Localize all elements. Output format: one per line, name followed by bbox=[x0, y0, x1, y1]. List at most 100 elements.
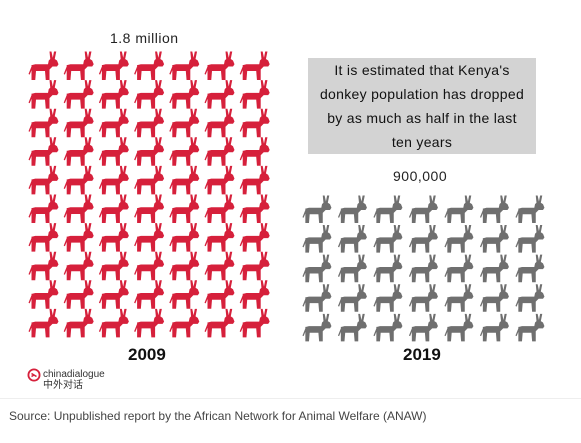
annotation-box: It is estimated that Kenya's donkey popu… bbox=[308, 58, 536, 154]
donkey-icon-2009-60 bbox=[134, 280, 165, 309]
donkey-icon-2019-4 bbox=[408, 195, 438, 223]
donkey-icon-2019-13 bbox=[479, 225, 509, 253]
donkey-icon-2009-6 bbox=[204, 51, 235, 80]
donkey-icon-2009-51 bbox=[63, 251, 94, 281]
donkey-icon-2009-62 bbox=[204, 280, 235, 309]
value-label-2019: 900,000 bbox=[393, 168, 448, 184]
donkey-grid-2009 bbox=[28, 51, 270, 338]
donkey-icon-2009-34 bbox=[204, 165, 235, 195]
donkey-icon-2009-9 bbox=[63, 80, 94, 109]
donkey-icon-2009-16 bbox=[63, 108, 94, 138]
donkey-icon-2019-16 bbox=[337, 254, 367, 283]
donkey-icon-2019-28 bbox=[515, 284, 545, 312]
donkey-icon-2009-68 bbox=[169, 308, 200, 338]
year-label-2019: 2019 bbox=[403, 345, 441, 364]
donkey-icon-2009-64 bbox=[28, 308, 59, 338]
value-label-2009: 1.8 million bbox=[110, 30, 179, 46]
annotation-text: It is estimated that Kenya's donkey popu… bbox=[319, 62, 525, 150]
donkey-icon-2009-65 bbox=[63, 308, 94, 338]
donkey-icon-2009-31 bbox=[98, 165, 129, 195]
donkey-icon-2009-63 bbox=[239, 280, 270, 309]
donkey-icon-2019-30 bbox=[337, 313, 367, 342]
donkey-icon-2009-46 bbox=[134, 223, 165, 252]
donkey-icon-2019-6 bbox=[479, 195, 509, 223]
donkey-icon-2009-54 bbox=[169, 251, 200, 281]
donkey-icon-2019-35 bbox=[515, 313, 545, 342]
donkey-icon-2009-12 bbox=[169, 80, 200, 109]
donkey-icon-2009-18 bbox=[134, 108, 165, 138]
donkey-icon-2009-20 bbox=[204, 108, 235, 138]
brand-name-zh: 中外对话 bbox=[43, 380, 83, 391]
donkey-icon-2009-26 bbox=[169, 137, 200, 166]
donkey-icon-2009-61 bbox=[169, 280, 200, 309]
donkey-icon-2009-53 bbox=[134, 251, 165, 281]
donkey-icon-2009-52 bbox=[98, 251, 129, 281]
donkey-icon-2009-35 bbox=[239, 165, 270, 195]
donkey-icon-2019-32 bbox=[408, 313, 438, 342]
donkey-icon-2009-38 bbox=[98, 194, 129, 223]
donkey-icon-2019-27 bbox=[479, 284, 509, 312]
donkey-icon-2019-5 bbox=[444, 195, 474, 223]
donkey-icon-2019-9 bbox=[337, 225, 367, 253]
donkey-icon-2009-2 bbox=[63, 51, 94, 80]
donkey-icon-2019-22 bbox=[302, 284, 332, 312]
donkey-icon-2019-10 bbox=[373, 225, 403, 253]
donkey-icon-2019-26 bbox=[444, 284, 474, 312]
donkey-icon-2009-11 bbox=[134, 80, 165, 109]
donkey-icon-2019-19 bbox=[444, 254, 474, 283]
donkey-icon-2009-44 bbox=[63, 223, 94, 252]
donkey-icon-2009-17 bbox=[98, 108, 129, 138]
donkey-icon-2009-33 bbox=[169, 165, 200, 195]
donkey-icon-2009-45 bbox=[98, 223, 129, 252]
donkey-icon-2009-69 bbox=[204, 308, 235, 338]
donkey-icon-2009-57 bbox=[28, 280, 59, 309]
donkey-icon-2019-23 bbox=[337, 284, 367, 312]
source-note: Source: Unpublished report by the Africa… bbox=[9, 409, 427, 423]
donkey-icon-2009-5 bbox=[169, 51, 200, 80]
donkey-icon-2019-2 bbox=[337, 195, 367, 223]
donkey-icon-2009-22 bbox=[28, 137, 59, 166]
donkey-icon-2009-7 bbox=[239, 51, 270, 80]
donkey-icon-2009-21 bbox=[239, 108, 270, 138]
donkey-icon-2009-41 bbox=[204, 194, 235, 223]
chinadialogue-logo-text: chinadialogue 中外对话 bbox=[43, 369, 105, 391]
donkey-icon-2009-40 bbox=[169, 194, 200, 223]
donkey-icon-2009-66 bbox=[98, 308, 129, 338]
donkey-icon-2019-11 bbox=[408, 225, 438, 253]
donkey-icon-2009-36 bbox=[28, 194, 59, 223]
donkey-icon-2019-20 bbox=[479, 254, 509, 283]
donkey-icon-2009-49 bbox=[239, 223, 270, 252]
donkey-icon-2009-13 bbox=[204, 80, 235, 109]
donkey-icon-2009-42 bbox=[239, 194, 270, 223]
donkey-icon-2019-17 bbox=[373, 254, 403, 283]
donkey-icon-2009-39 bbox=[134, 194, 165, 223]
donkey-icon-2009-28 bbox=[239, 137, 270, 166]
donkey-icon-2019-31 bbox=[373, 313, 403, 342]
donkey-icon-2019-29 bbox=[302, 313, 332, 342]
donkey-icon-2019-21 bbox=[515, 254, 545, 283]
donkey-icon-2009-43 bbox=[28, 223, 59, 252]
donkey-icon-2009-37 bbox=[63, 194, 94, 223]
donkey-icon-2019-34 bbox=[479, 313, 509, 342]
donkey-icon-2009-10 bbox=[98, 80, 129, 109]
donkey-icon-2009-67 bbox=[134, 308, 165, 338]
donkey-grid-2019 bbox=[302, 195, 545, 342]
donkey-icon-2009-32 bbox=[134, 165, 165, 195]
donkey-icon-2009-24 bbox=[98, 137, 129, 166]
donkey-icon-2009-58 bbox=[63, 280, 94, 309]
donkey-icon-2009-8 bbox=[28, 80, 59, 109]
divider bbox=[0, 398, 581, 399]
donkey-icon-2009-23 bbox=[63, 137, 94, 166]
year-label-2009: 2009 bbox=[128, 345, 166, 364]
donkey-icon-2009-48 bbox=[204, 223, 235, 252]
chinadialogue-logo-icon bbox=[27, 368, 41, 387]
donkey-icon-2019-8 bbox=[302, 225, 332, 253]
donkey-icon-2009-15 bbox=[28, 108, 59, 138]
donkey-icon-2019-15 bbox=[302, 254, 332, 283]
donkey-icon-2019-3 bbox=[373, 195, 403, 223]
donkey-icon-2009-25 bbox=[134, 137, 165, 166]
donkey-icon-2019-12 bbox=[444, 225, 474, 253]
donkey-icon-2009-29 bbox=[28, 165, 59, 195]
donkey-icon-2009-30 bbox=[63, 165, 94, 195]
